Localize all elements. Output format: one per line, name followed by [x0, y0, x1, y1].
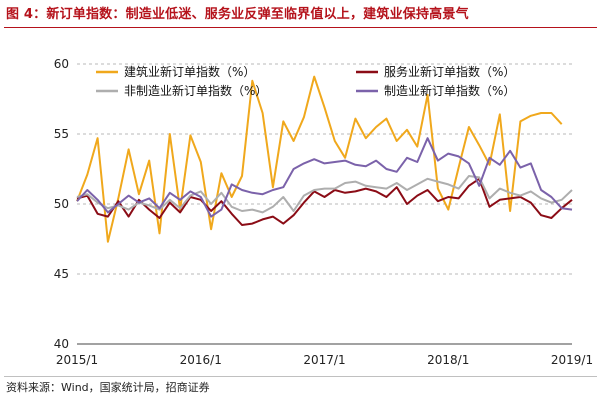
axis-layer: 40 45 50 55 60 2015/1 2016/1 2017/1 2018/1 2019/1 — [54, 57, 593, 367]
x-tick-label-2019/1: 2019/1 — [551, 353, 593, 367]
series-line-1 — [76, 177, 573, 226]
series-line-3 — [76, 137, 573, 218]
x-tick-label-2015/1: 2015/1 — [56, 353, 98, 367]
figure-title: 图 4：新订单指数：制造业低迷、服务业反弹至临界值以上，建筑业保持高景气 — [6, 7, 469, 22]
y-tick-label-45: 45 — [54, 267, 69, 281]
series-layer — [76, 75, 573, 243]
source-note: 资料来源：Wind，国家统计局，招商证券 — [6, 381, 210, 394]
y-tick-label-55: 55 — [54, 127, 69, 141]
y-tick-label-50: 50 — [54, 197, 69, 211]
legend: 建筑业新订单指数（%） 服务业新订单指数（%） 非制造业新订单指数（%） 制造业新订单… — [96, 64, 515, 98]
legend-label-3: 制造业新订单指数（%） — [384, 83, 515, 98]
grid-layer — [77, 63, 572, 275]
legend-label-0: 建筑业新订单指数（%） — [124, 64, 255, 79]
y-tick-label-40: 40 — [54, 337, 69, 351]
y-tick-label-60: 60 — [54, 57, 69, 71]
legend-label-1: 服务业新订单指数（%） — [384, 64, 515, 79]
source-rule — [4, 376, 597, 377]
x-tick-label-2018/1: 2018/1 — [427, 353, 469, 367]
series-line-0 — [76, 75, 563, 243]
x-tick-label-2016/1: 2016/1 — [180, 353, 222, 367]
legend-label-2: 非制造业新订单指数（%） — [124, 83, 267, 98]
title-rule — [4, 27, 597, 28]
series-line-2 — [76, 175, 573, 214]
x-tick-label-2017/1: 2017/1 — [303, 353, 345, 367]
